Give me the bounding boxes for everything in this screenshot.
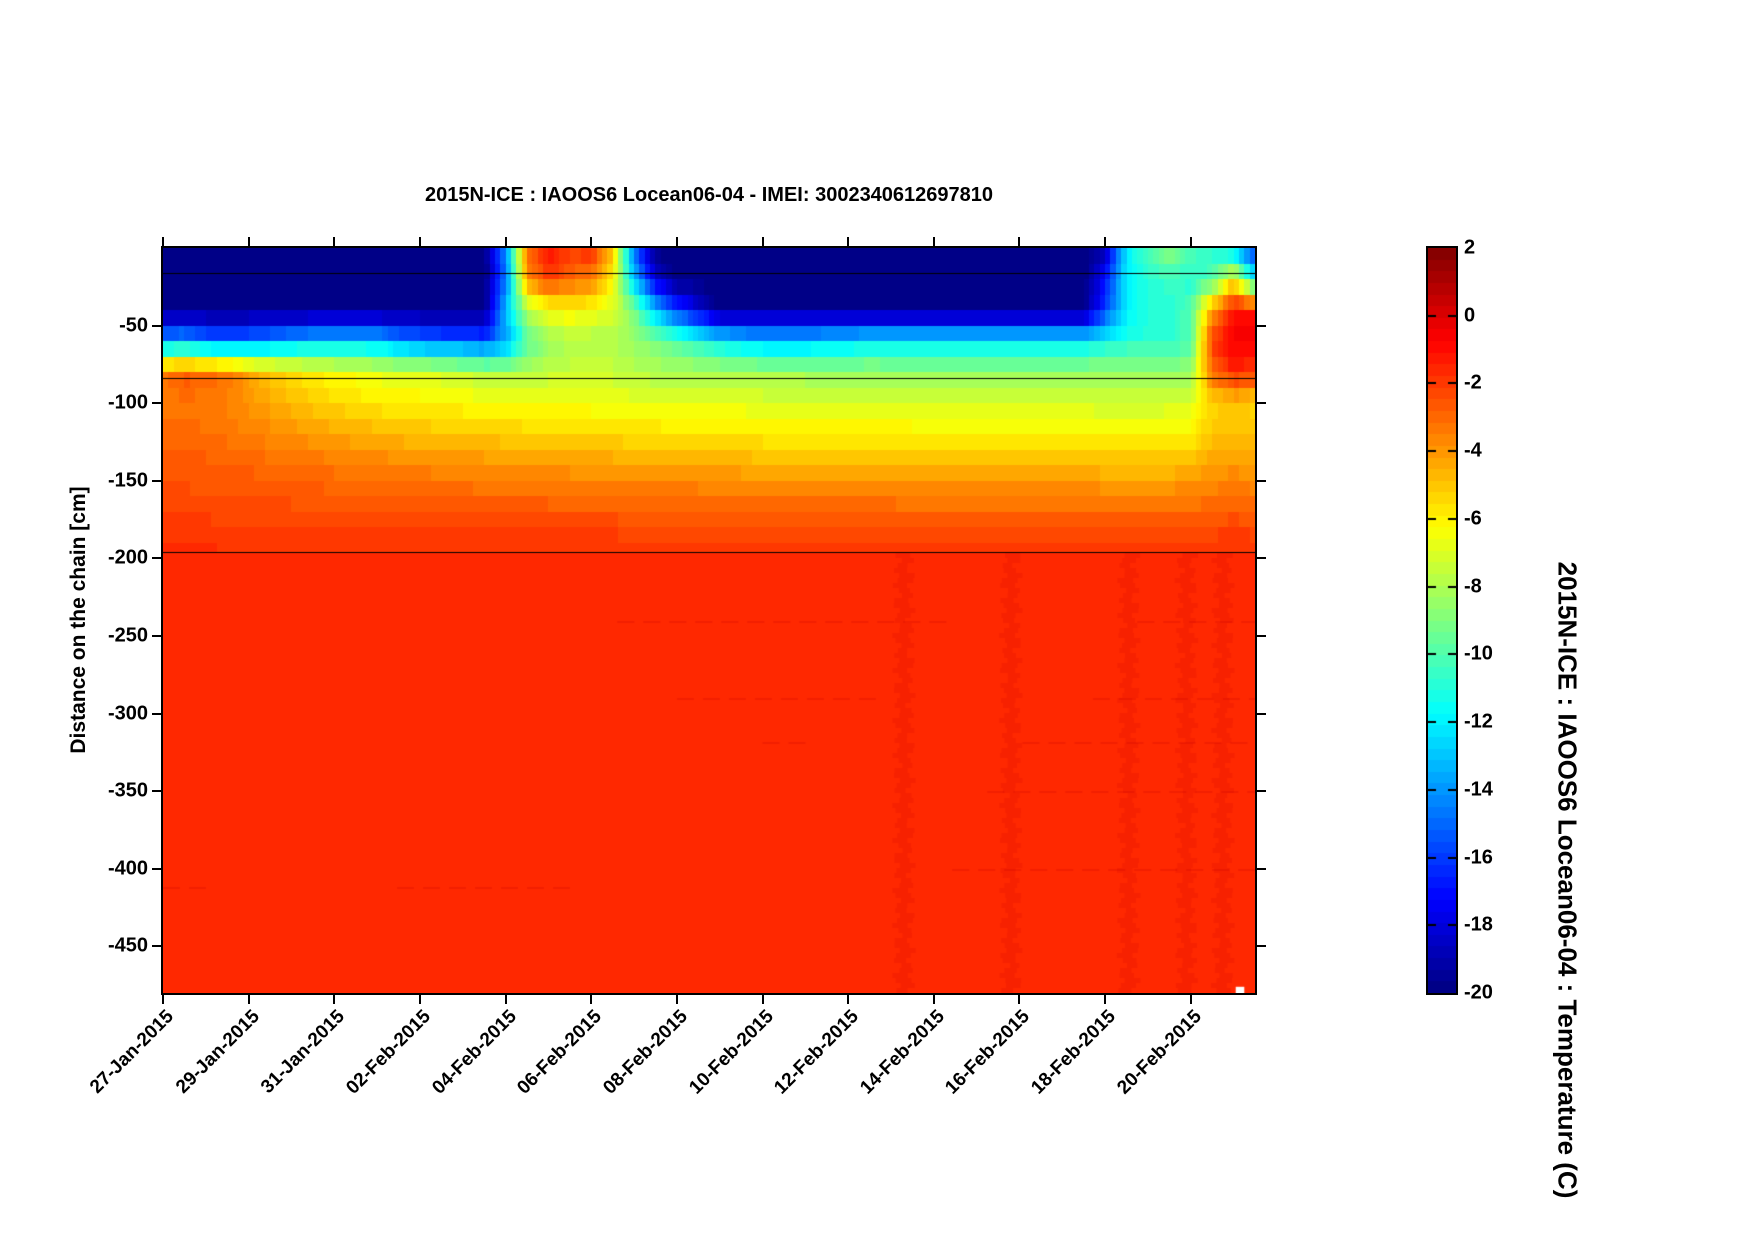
y-tick-label: -400 <box>107 857 148 880</box>
x-axis-tick <box>504 995 507 1004</box>
y-axis-right-tick <box>1257 324 1266 327</box>
colorbar-tick-label: -4 <box>1464 439 1482 462</box>
y-tick-label: -150 <box>107 469 148 492</box>
colorbar-tick-label: 2 <box>1464 236 1476 259</box>
x-axis-top-tick <box>761 237 764 246</box>
y-tick-label: -200 <box>107 546 148 569</box>
colorbar-tick-label: -18 <box>1464 913 1493 936</box>
y-axis-tick <box>152 479 161 482</box>
x-axis-tick <box>1018 995 1021 1004</box>
x-axis-tick <box>675 995 678 1004</box>
chart-title: 2015N-ICE : IAOOS6 Locean06-04 - IMEI: 3… <box>424 184 994 206</box>
y-axis-right-tick <box>1257 635 1266 638</box>
y-axis-tick <box>152 402 161 405</box>
heatmap-plot <box>161 246 1257 995</box>
x-axis-tick <box>1104 995 1107 1004</box>
x-axis-top-tick <box>1189 237 1192 246</box>
x-axis-tick <box>1189 995 1192 1004</box>
colorbar-tick-label: -12 <box>1464 710 1493 733</box>
x-axis-top-tick <box>932 237 935 246</box>
x-axis-top-tick <box>590 237 593 246</box>
y-axis-right-tick <box>1257 712 1266 715</box>
heatmap-canvas <box>163 248 1255 993</box>
y-tick-label: -100 <box>107 391 148 414</box>
x-axis-top-tick <box>1018 237 1021 246</box>
colorbar-canvas <box>1428 248 1456 993</box>
colorbar-tick-label: -8 <box>1464 575 1482 598</box>
y-tick-label: -450 <box>107 934 148 957</box>
x-axis-tick <box>761 995 764 1004</box>
y-tick-label: -350 <box>107 779 148 802</box>
colorbar-tick-label: 0 <box>1464 304 1476 327</box>
x-axis-top-tick <box>675 237 678 246</box>
x-axis-tick <box>333 995 336 1004</box>
y-axis-tick <box>152 557 161 560</box>
x-axis-top-tick <box>247 237 250 246</box>
y-tick-label: -300 <box>107 702 148 725</box>
y-tick-label: -250 <box>107 624 148 647</box>
x-axis-top-tick <box>1104 237 1107 246</box>
y-axis-tick <box>152 635 161 638</box>
x-axis-tick <box>847 995 850 1004</box>
x-axis-top-tick <box>333 237 336 246</box>
y-axis-right-tick <box>1257 479 1266 482</box>
colorbar-tick-label: -10 <box>1464 642 1493 665</box>
y-tick-label: -50 <box>119 314 148 337</box>
colorbar-tick-label: -20 <box>1464 981 1493 1004</box>
x-axis-tick <box>932 995 935 1004</box>
colorbar-axis-label: 2015N-ICE : IAOOS6 Locean06-04 : Tempera… <box>1552 561 1583 1199</box>
x-axis-top-tick <box>847 237 850 246</box>
y-axis-right-tick <box>1257 867 1266 870</box>
x-axis-top-tick <box>418 237 421 246</box>
colorbar <box>1426 246 1458 995</box>
y-axis-right-tick <box>1257 557 1266 560</box>
y-axis-tick <box>152 867 161 870</box>
colorbar-tick-label: -2 <box>1464 371 1482 394</box>
y-axis-tick <box>152 790 161 793</box>
y-axis-tick <box>152 945 161 948</box>
x-axis-tick <box>247 995 250 1004</box>
y-axis-right-tick <box>1257 402 1266 405</box>
x-axis-tick <box>590 995 593 1004</box>
x-axis-tick <box>162 995 164 1004</box>
y-axis-tick <box>152 324 161 327</box>
x-axis-top-tick <box>504 237 507 246</box>
colorbar-tick-label: -16 <box>1464 846 1493 869</box>
x-axis-top-tick <box>162 237 164 246</box>
colorbar-tick-label: -6 <box>1464 507 1482 530</box>
x-axis-tick <box>418 995 421 1004</box>
colorbar-tick-label: -14 <box>1464 778 1493 801</box>
y-axis-right-tick <box>1257 790 1266 793</box>
y-axis-right-tick <box>1257 945 1266 948</box>
y-axis-tick <box>152 712 161 715</box>
